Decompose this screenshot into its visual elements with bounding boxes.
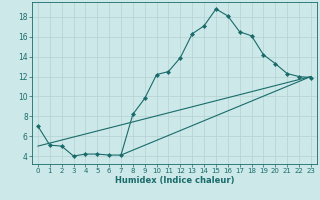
X-axis label: Humidex (Indice chaleur): Humidex (Indice chaleur) xyxy=(115,176,234,185)
